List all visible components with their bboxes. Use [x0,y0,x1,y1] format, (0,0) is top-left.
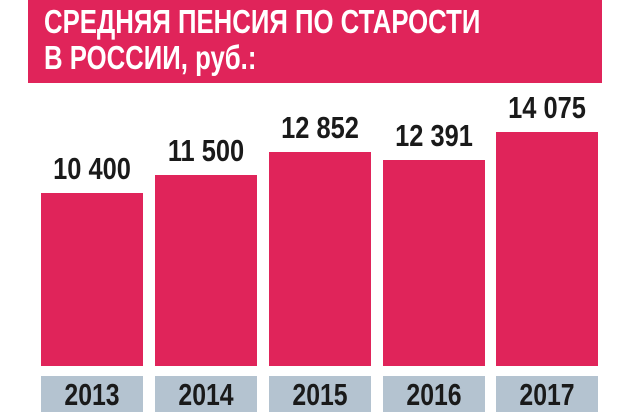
value-label-2015: 12 852 [281,110,359,146]
category-box-2017: 2017 [496,376,598,412]
x-tick-label: 2013 [64,377,120,412]
bar-2014 [155,174,257,366]
bar-2013 [41,193,143,366]
value-label-2014: 11 500 [167,132,245,168]
chart-subtitle: В РОССИИ, руб.: [44,39,257,76]
category-box-2014: 2014 [155,376,257,412]
x-tick-label: 2017 [519,377,575,412]
value-label-2013: 10 400 [53,151,131,187]
bar-2017 [496,132,598,366]
value-label-2017: 14 075 [508,90,586,125]
category-box-2013: 2013 [41,376,143,412]
category-box-2015: 2015 [269,376,371,412]
x-tick-label: 2015 [292,377,348,412]
x-tick-label: 2016 [406,377,462,412]
x-tick-label: 2014 [178,377,234,412]
bar-2016 [383,159,485,366]
title-banner: СРЕДНЯЯ ПЕНСИЯ ПО СТАРОСТИ В РОССИИ, руб… [28,0,602,83]
bar-2015 [269,152,371,366]
category-box-2016: 2016 [383,376,485,412]
value-label-2016: 12 391 [395,117,473,153]
chart-title: СРЕДНЯЯ ПЕНСИЯ ПО СТАРОСТИ [44,3,481,40]
